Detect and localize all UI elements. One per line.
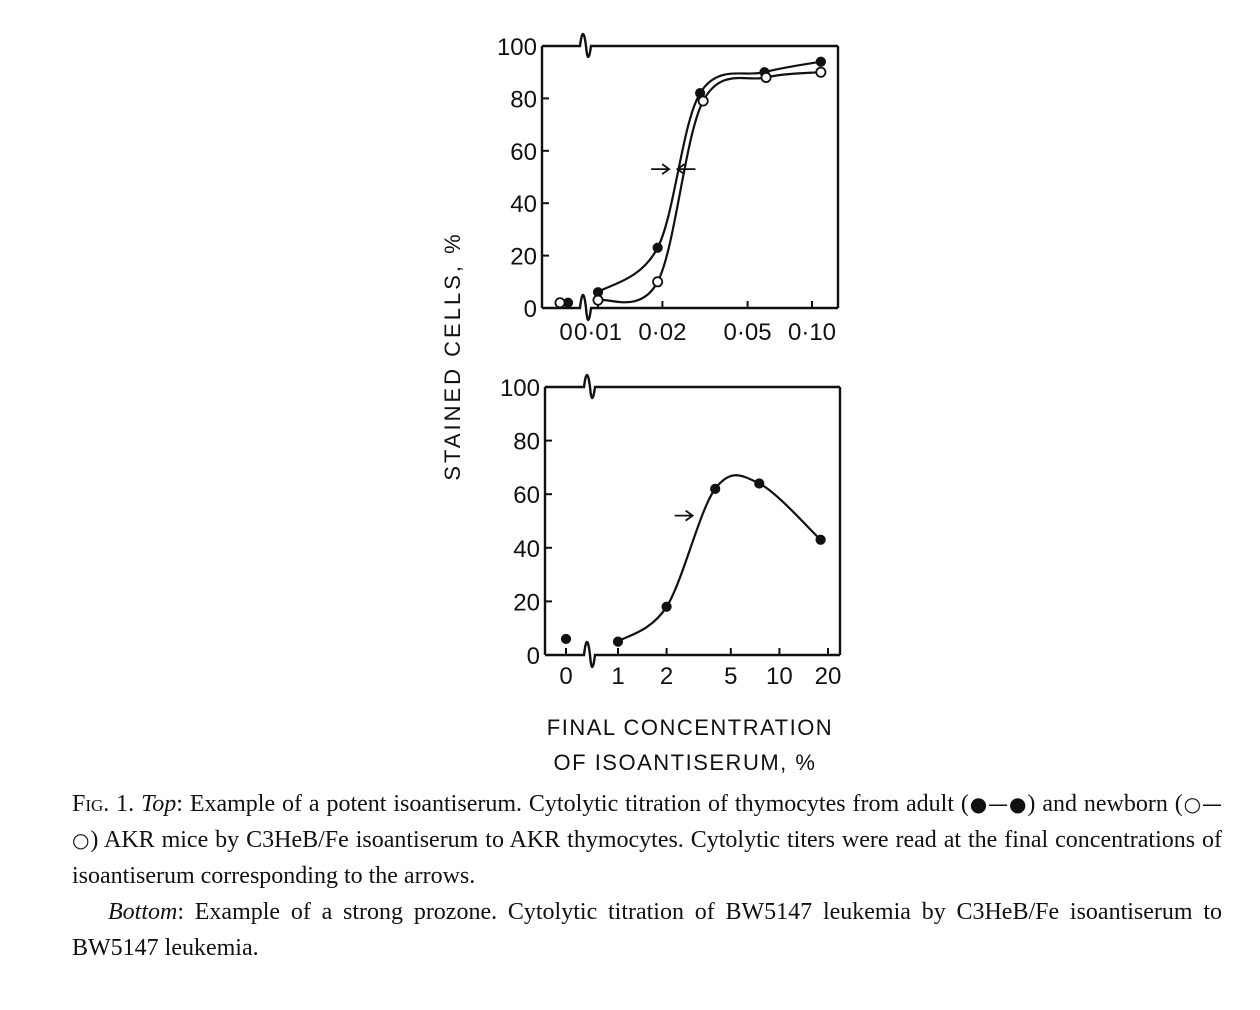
y-tick-label: 20 xyxy=(513,589,540,616)
y-tick-label: 40 xyxy=(513,536,540,563)
y-tick-label: 80 xyxy=(510,86,537,113)
caption-top-label: Top xyxy=(141,791,177,817)
x-tick-label: 2 xyxy=(660,663,673,690)
titer-arrow xyxy=(675,163,696,175)
figure-caption: Fig. 1. Top: Example of a potent isoanti… xyxy=(72,786,1222,966)
frame-bottom-edge xyxy=(545,640,840,669)
y-tick-label: 0 xyxy=(524,296,537,323)
x-tick-label: 0·05 xyxy=(724,319,772,346)
x-tick-label: 0·02 xyxy=(638,319,686,346)
filled-data-point xyxy=(710,483,721,494)
x-tick-label: 1 xyxy=(611,663,624,690)
frame-top-edge xyxy=(545,373,840,400)
y-tick-label: 100 xyxy=(500,375,540,402)
y-tick-label: 0 xyxy=(527,643,540,670)
y-tick-label: 60 xyxy=(510,139,537,166)
filled-data-point xyxy=(652,242,663,253)
x-tick-label: 20 xyxy=(815,663,842,690)
titer-arrow xyxy=(674,509,695,522)
titer-arrow xyxy=(651,163,671,175)
filled-symbol-legend: ●—● xyxy=(968,792,1028,816)
frame-bottom-edge xyxy=(542,293,838,322)
y-axis-title: STAINED CELLS, % xyxy=(440,231,465,480)
x-tick-label: 0 xyxy=(559,319,572,346)
filled-data-point xyxy=(560,633,572,645)
filled-data-point xyxy=(815,534,826,545)
bottom-panel: 100 80 60 40 20 00 1 2 5 10 20 xyxy=(500,373,842,690)
caption-top-paragraph: Fig. 1. Top: Example of a potent isoanti… xyxy=(72,786,1222,894)
filled-data-point xyxy=(612,636,624,647)
open-data-point xyxy=(554,297,566,309)
x-axis-title-line-2: OF ISOANTISERUM, % xyxy=(554,750,817,775)
open-series-line xyxy=(597,71,821,304)
caption-top-text-2: ) and newborn ( xyxy=(1027,791,1183,817)
filled-series-line xyxy=(617,474,822,643)
open-symbol-legend: ○—○ xyxy=(72,792,1223,852)
caption-top-text-1: : Example of a potent isoantiserum. Cyto… xyxy=(176,791,969,817)
x-tick-label: 0·01 xyxy=(574,319,622,346)
open-data-point xyxy=(697,95,709,107)
x-tick-label: 0 xyxy=(559,663,572,690)
y-tick-label: 60 xyxy=(513,482,540,509)
y-tick-label: 40 xyxy=(510,191,537,218)
caption-bottom-label: Bottom xyxy=(108,899,178,925)
open-data-point xyxy=(760,71,772,83)
filled-data-point xyxy=(661,601,672,612)
y-tick-label: 80 xyxy=(513,429,540,456)
x-tick-label: 10 xyxy=(766,663,793,690)
x-tick-label: 5 xyxy=(724,663,737,690)
caption-top-text-3: ) AKR mice by C3HeB/Fe isoantiserum to A… xyxy=(72,827,1223,889)
filled-data-point xyxy=(815,56,826,67)
filled-series-line xyxy=(597,60,822,294)
y-tick-label: 20 xyxy=(510,244,537,271)
caption-bottom-paragraph: Bottom: Example of a strong prozone. Cyt… xyxy=(72,894,1222,966)
x-tick-label: 0·10 xyxy=(788,319,836,346)
open-data-point xyxy=(815,66,827,78)
y-tick-label: 100 xyxy=(497,34,537,61)
open-data-point xyxy=(652,276,664,288)
caption-bottom-text: : Example of a strong prozone. Cytolytic… xyxy=(72,899,1222,961)
figure-label: Fig. 1. xyxy=(72,791,135,817)
open-data-point xyxy=(592,294,604,306)
x-axis-title-line-1: FINAL CONCENTRATION xyxy=(547,715,833,740)
frame-top-edge xyxy=(542,32,838,59)
filled-data-point xyxy=(754,478,765,489)
